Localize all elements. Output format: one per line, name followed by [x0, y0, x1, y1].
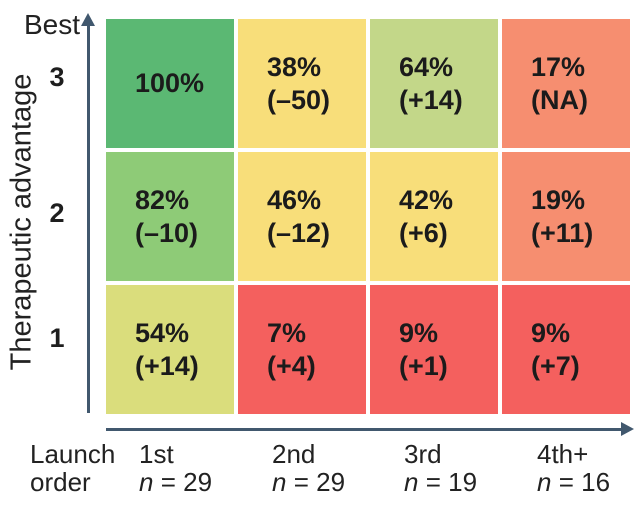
heatmap-cell-r3-c1: 100%	[106, 19, 234, 148]
cell-value: 9%	[399, 317, 439, 348]
x-axis-arrowhead-icon	[621, 422, 634, 436]
x-tick-3rd: 3rd n = 19	[404, 440, 477, 496]
heatmap-cell-r1-c1: 54% (+14)	[106, 285, 234, 414]
x-tick-label: 3rd	[404, 439, 442, 469]
cell-delta: (NA)	[531, 84, 588, 115]
heatmap-grid: 100% 38% (–50) 64% (+14) 17% (NA) 82% (–…	[106, 19, 630, 414]
x-tick-sample-size: n = 19	[404, 467, 478, 497]
x-tick-4th-plus: 4th+ n = 16	[537, 440, 610, 496]
y-tick-2: 2	[49, 198, 65, 228]
x-axis-title: Launch order	[30, 439, 116, 497]
x-tick-label: 1st	[139, 439, 174, 469]
cell-delta: (+6)	[399, 217, 448, 248]
heatmap-cell-r1-c4: 9% (+7)	[502, 285, 630, 414]
cell-delta: (–10)	[135, 217, 199, 248]
x-tick-2nd: 2nd n = 29	[272, 440, 345, 496]
cell-value: 17%	[531, 51, 586, 82]
heatmap-cell-r2-c1: 82% (–10)	[106, 152, 234, 281]
cell-delta: (–12)	[267, 217, 331, 248]
cell-delta: (+14)	[135, 350, 199, 381]
x-tick-sample-size: n = 16	[537, 467, 611, 497]
cell-delta: (+4)	[267, 350, 316, 381]
heatmap-cell-r3-c2: 38% (–50)	[238, 19, 366, 148]
y-axis-best-label: Best	[24, 9, 81, 40]
heatmap-cell-r2-c2: 46% (–12)	[238, 152, 366, 281]
cell-value: 54%	[135, 317, 190, 348]
y-tick-3: 3	[49, 62, 65, 92]
cell-value: 100%	[135, 68, 205, 98]
cell-value: 82%	[135, 184, 190, 215]
cell-value: 7%	[267, 317, 307, 348]
cell-delta: (+14)	[399, 84, 463, 115]
heatmap-cell-r1-c2: 7% (+4)	[238, 285, 366, 414]
heatmap-cell-r1-c3: 9% (+1)	[370, 285, 498, 414]
heatmap-cell-r2-c3: 42% (+6)	[370, 152, 498, 281]
y-axis-line	[87, 25, 90, 413]
x-tick-label: 2nd	[272, 439, 316, 469]
cell-value: 19%	[531, 184, 586, 215]
cell-delta: (+7)	[531, 350, 580, 381]
x-tick-sample-size: n = 29	[272, 467, 346, 497]
cell-delta: (–50)	[267, 84, 331, 115]
cell-value: 42%	[399, 184, 454, 215]
y-tick-1: 1	[49, 323, 65, 353]
cell-delta: (+1)	[399, 350, 448, 381]
heatmap-cell-r3-c3: 64% (+14)	[370, 19, 498, 148]
cell-value: 64%	[399, 51, 454, 82]
y-axis-title: Therapeutic advantage	[5, 73, 38, 371]
cell-value: 9%	[531, 317, 571, 348]
heatmap-cell-r2-c4: 19% (+11)	[502, 152, 630, 281]
cell-delta: (+11)	[531, 217, 594, 248]
cell-value: 46%	[267, 184, 322, 215]
x-tick-1st: 1st n = 29	[139, 440, 212, 496]
cell-value: 38%	[267, 51, 322, 82]
heatmap-cell-r3-c4: 17% (NA)	[502, 19, 630, 148]
x-tick-label: 4th+	[537, 439, 589, 469]
x-tick-sample-size: n = 29	[139, 467, 213, 497]
x-axis-line	[106, 428, 623, 431]
y-axis-arrowhead-icon	[81, 13, 95, 26]
